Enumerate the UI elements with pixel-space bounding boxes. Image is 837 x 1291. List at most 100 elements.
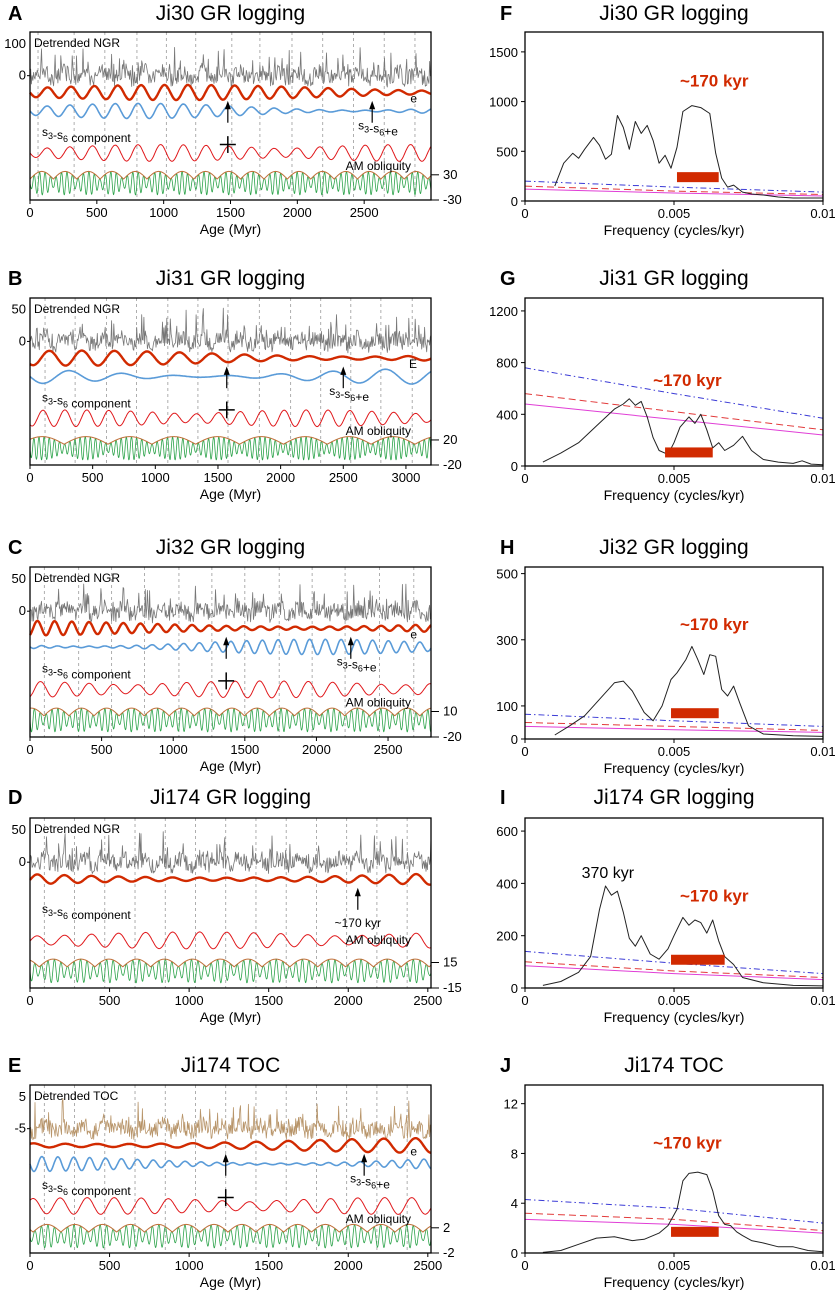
- bold-filter-curve: [29, 619, 432, 637]
- x-tick-label: 2000: [334, 993, 363, 1008]
- series-label-am-obliquity: AM obliquity: [346, 1212, 411, 1226]
- peak-label-170kyr: ~170 kyr: [653, 371, 722, 390]
- x-tick-label: 0.01: [810, 744, 835, 759]
- y-tick-label: 0: [19, 333, 26, 348]
- x-axis-label: Age (Myr): [200, 221, 261, 237]
- confidence-99-curve: [524, 713, 824, 727]
- obliquity-envelope: [29, 170, 432, 180]
- x-tick-label: 0: [521, 993, 528, 1008]
- y-tick-label: 0: [19, 68, 26, 83]
- power-spectrum-curve: [554, 105, 823, 199]
- x-axis-label: Frequency (cycles/kyr): [604, 760, 745, 776]
- y2-tick-label: -20: [443, 729, 462, 744]
- x-tick-label: 2500: [350, 205, 379, 220]
- ngr-series: [29, 831, 432, 874]
- s3-s6-component-curve: [29, 144, 432, 162]
- peak-band-bar: [676, 172, 719, 183]
- x-tick-label: 2500: [374, 742, 403, 757]
- x-tick-label: 2000: [266, 470, 295, 485]
- x-tick-label: 2500: [413, 993, 442, 1008]
- panel-letter: E: [8, 1055, 21, 1077]
- y-tick-label: 50: [12, 571, 26, 586]
- panel-letter: J: [500, 1055, 511, 1077]
- x-tick-label: 0.01: [810, 993, 835, 1008]
- y-tick-label: 50: [12, 302, 26, 317]
- x-tick-label: 1000: [175, 1258, 204, 1273]
- x-tick-label: 0: [521, 1258, 528, 1273]
- y-tick-label: 0: [19, 603, 26, 618]
- s3-s6-component-curve: [29, 931, 432, 950]
- series-label-s3-s6-component: s3-s6 component: [42, 661, 131, 681]
- y-tick-label: 1000: [489, 95, 518, 110]
- panel-letter: I: [500, 787, 506, 809]
- plot-frame: [524, 31, 824, 202]
- series-label-e: e: [410, 92, 417, 106]
- confidence-95-curve: [524, 393, 824, 431]
- panel-i: I Ji174 GR logging 0 200 400 600 0 0.005 0.01 Fre…: [496, 786, 835, 1025]
- y2-tick-label: 30: [443, 167, 457, 182]
- x-tick-label: 0: [521, 744, 528, 759]
- series-label-am-obliquity: AM obliquity: [346, 933, 411, 947]
- x-tick-label: 1500: [254, 993, 283, 1008]
- confidence-99-curve: [524, 367, 824, 419]
- confidence-90-curve: [524, 725, 824, 733]
- x-tick-label: 1000: [175, 993, 204, 1008]
- label-arrow-head: [369, 100, 376, 110]
- power-spectrum-curve: [554, 645, 824, 737]
- x-tick-label: 0: [26, 470, 33, 485]
- series-label-s3-s6-component: s3-s6 component: [42, 125, 131, 145]
- series-label-s3-s6-e: s3-s6+e: [350, 1171, 390, 1191]
- panel-letter: G: [500, 268, 516, 290]
- blue-filter-curve: [29, 102, 432, 120]
- x-tick-label: 500: [86, 205, 108, 220]
- ngr-series: [29, 583, 432, 624]
- y-tick-label: 1200: [489, 304, 518, 319]
- y-tick-label: 0: [511, 732, 518, 747]
- panel-letter: D: [8, 787, 22, 809]
- series-label-primary: Detrended NGR: [34, 822, 120, 836]
- plot-frame: [29, 297, 432, 466]
- x-tick-label: 500: [99, 1258, 121, 1273]
- x-tick-label: 0: [26, 742, 33, 757]
- bold-filter-curve: [29, 872, 432, 886]
- confidence-95-curve: [524, 961, 824, 978]
- series-label-primary: Detrended NGR: [34, 302, 120, 316]
- x-axis-label: Age (Myr): [200, 1009, 261, 1025]
- x-tick-label: 0.01: [810, 1258, 835, 1273]
- obliquity-envelope: [29, 436, 432, 445]
- blue-filter-curve: [29, 1155, 432, 1173]
- series-label-primary: Detrended TOC: [34, 1089, 119, 1103]
- panel-title: Ji174 TOC: [181, 1054, 281, 1077]
- peak-band-bar: [671, 1226, 719, 1237]
- panel-title: Ji31 GR logging: [156, 267, 305, 290]
- y-tick-label: 0: [511, 459, 518, 474]
- plot-frame: [29, 566, 432, 738]
- am-obliquity-curve: [29, 707, 432, 733]
- label-arrow-head: [361, 1153, 368, 1163]
- x-axis-label: Age (Myr): [200, 486, 261, 502]
- bold-filter-curve: [29, 83, 432, 102]
- peak-band-bar: [665, 447, 713, 458]
- x-tick-label: 2000: [334, 1258, 363, 1273]
- y2-tick-label: 10: [443, 704, 457, 719]
- peak-label-170kyr: ~170 kyr: [653, 1133, 722, 1152]
- confidence-90-curve: [524, 188, 824, 197]
- series-label-s3-s6-component: s3-s6 component: [42, 902, 131, 922]
- series-label-e: E: [409, 357, 417, 371]
- x-tick-label: 0.005: [658, 206, 691, 221]
- y-tick-label: 300: [496, 633, 518, 648]
- center-arrow-head: [224, 100, 231, 110]
- confidence-95-curve: [524, 722, 824, 731]
- blue-filter-curve: [29, 368, 432, 385]
- ngr-series: [29, 47, 432, 88]
- y-tick-label: 600: [496, 824, 518, 839]
- x-tick-label: 0: [26, 205, 33, 220]
- am-obliquity-curve: [29, 1224, 432, 1249]
- panel-h: H Ji32 GR logging 0 100 300 500 0 0.005 0.01 Freq…: [496, 536, 835, 776]
- y-tick-label: 800: [496, 356, 518, 371]
- peak-label-170kyr: ~170 kyr: [680, 72, 749, 91]
- x-tick-label: 1000: [149, 205, 178, 220]
